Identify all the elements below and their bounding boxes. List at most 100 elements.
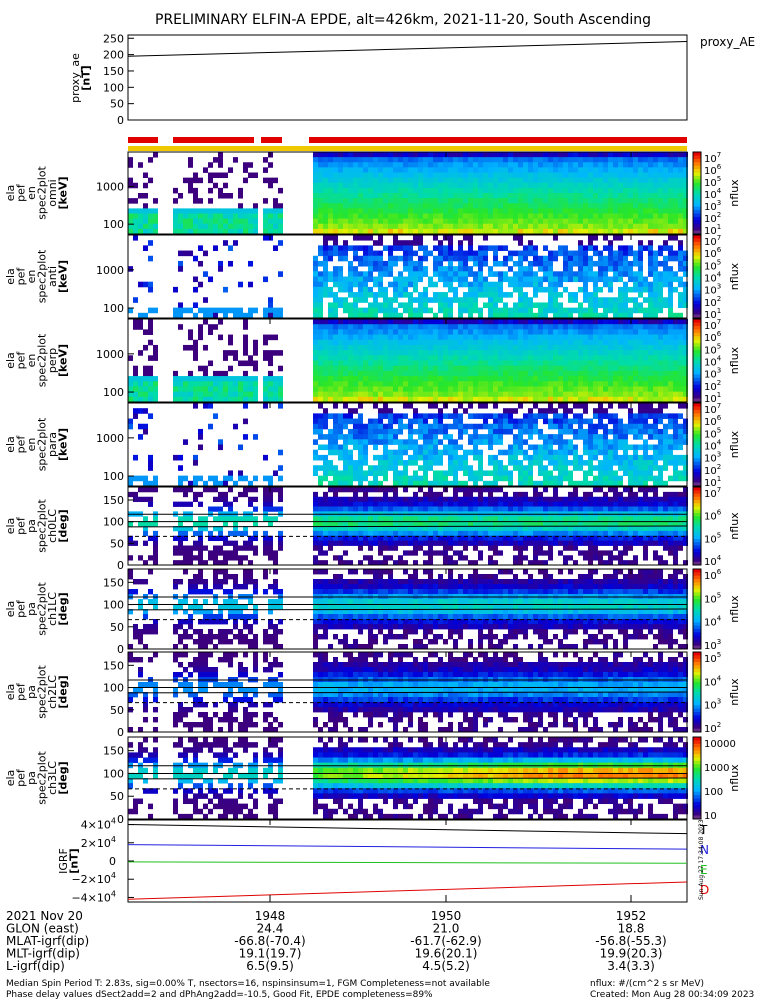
heatmap-cell [503,276,508,283]
heatmap-cell [568,475,573,482]
heatmap-cell [598,339,603,346]
heatmap-cell [433,255,438,262]
heatmap-cell [638,339,643,346]
heatmap-cell [678,428,683,435]
heatmap-cell [348,370,353,377]
heatmap-cell [438,260,443,267]
heatmap-cell [593,360,598,367]
heatmap-cell [143,344,148,351]
heatmap-cell [138,312,143,319]
heatmap-cell [323,454,328,461]
heatmap-cell [323,271,328,277]
heatmap-cell [643,444,648,451]
heatmap-cell [568,223,573,230]
heatmap-cell [518,355,523,361]
heatmap-cell [223,240,228,246]
heatmap-cell [193,312,198,319]
heatmap-cell [578,162,583,168]
heatmap-cell [563,172,568,179]
heatmap-cell [603,245,608,251]
heatmap-cell [328,312,333,319]
heatmap-cell [553,281,558,288]
heatmap-cell [388,460,393,466]
heatmap-cell [383,428,388,435]
heatmap-cell [333,465,338,471]
heatmap-cell [563,334,568,341]
heatmap-cell [443,365,448,372]
heatmap-cell [433,198,438,204]
colorbar-segment [693,199,701,204]
heatmap-cell [573,271,578,277]
heatmap-cell [388,339,393,346]
heatmap-cell [343,381,348,387]
heatmap-cell [618,460,623,466]
heatmap-cell [453,172,458,179]
heatmap-cell [653,162,658,168]
heatmap-cell [383,193,388,199]
heatmap-cell [663,329,668,335]
heatmap-cell [263,228,268,235]
heatmap-cell [618,370,623,377]
heatmap-cell [408,250,413,257]
heatmap-cell [448,319,453,325]
heatmap-cell [578,413,583,419]
heatmap-cell [423,319,428,325]
heatmap-cell [583,228,588,235]
heatmap-cell [373,250,378,257]
heatmap-cell [363,312,368,319]
heatmap-cell [543,208,548,214]
heatmap-cell [488,360,493,367]
heatmap-cell [678,355,683,361]
heatmap-cell [523,418,528,425]
heatmap-cell [408,157,413,163]
heatmap-cell [563,182,568,189]
heatmap-cell [568,260,573,267]
heatmap-cell [353,152,358,158]
heatmap-cell [668,418,673,425]
heatmap-cell [643,454,648,461]
heatmap-cell [398,470,403,477]
heatmap-cell [593,157,598,163]
heatmap-cell [143,396,148,403]
heatmap-cell [603,339,608,346]
colorbar-tick-label: 101 [704,307,721,321]
heatmap-cell [403,250,408,257]
heatmap-cell [643,475,648,482]
heatmap-cell [323,396,328,403]
heatmap-cell [493,439,498,445]
heatmap-cell [388,152,393,158]
heatmap-cell [318,413,323,419]
heatmap-cell [533,152,538,158]
heatmap-cell [523,391,528,398]
heatmap-cell [483,344,488,351]
heatmap-cell [418,177,423,184]
heatmap-cell [463,162,468,168]
heatmap-cell [438,198,443,204]
heatmap-cell [638,344,643,351]
heatmap-cell [643,470,648,477]
heatmap-cell [613,218,618,225]
heatmap-cell [323,281,328,288]
heatmap-cell [193,276,198,283]
heatmap-cell [143,376,148,382]
heatmap-cell [683,208,688,214]
heatmap-cell [178,396,183,403]
heatmap-cell [638,292,643,298]
colorbar-tick-exp: 7 [717,318,721,326]
heatmap-cell [593,339,598,346]
heatmap-cell [653,213,658,220]
heatmap-cell [468,152,473,158]
heatmap-cell [358,276,363,283]
colorbar-segment [693,175,701,180]
heatmap-cell [638,167,643,173]
heatmap-cell [468,381,473,387]
heatmap-cell [643,157,648,163]
heatmap-cell [593,297,598,303]
heatmap-cell [468,281,473,288]
heatmap-cell [423,177,428,184]
heatmap-cell [518,271,523,277]
heatmap-cell [623,355,628,361]
heatmap-cell [378,344,383,351]
heatmap-cell [353,428,358,435]
heatmap-cell [128,307,133,314]
